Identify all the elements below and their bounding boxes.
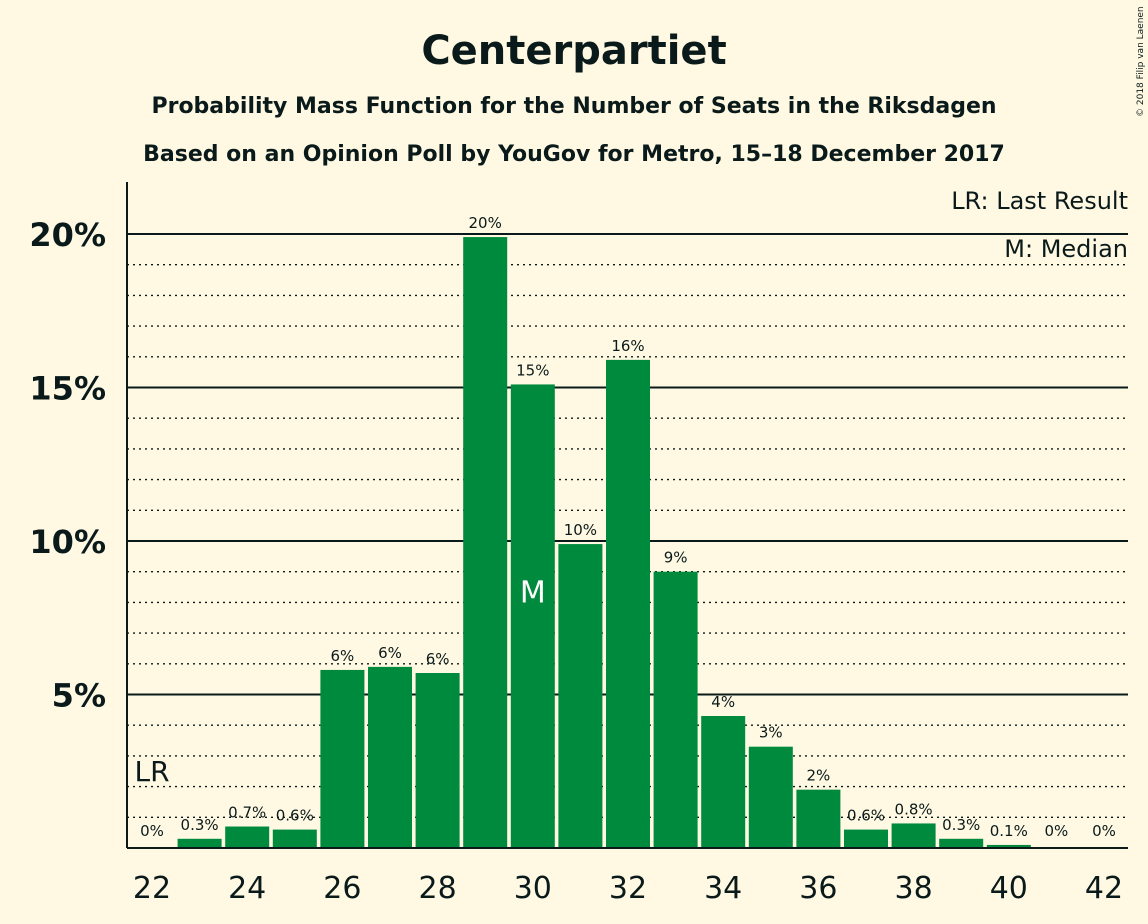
bar-label-seat-37: 0.6% bbox=[847, 807, 885, 825]
bar-label-seat-27: 6% bbox=[378, 644, 402, 662]
bar-label-seat-34: 4% bbox=[711, 693, 735, 711]
copyright-text: © 2018 Filip van Laenen bbox=[1136, 6, 1146, 117]
bar-seat-23 bbox=[177, 838, 222, 848]
bar-seat-40 bbox=[986, 844, 1031, 848]
grid-lines bbox=[127, 233, 1128, 818]
y-tick-label: 20% bbox=[29, 216, 106, 254]
chart-subtitle-poll: Based on an Opinion Poll by YouGov for M… bbox=[143, 142, 1005, 167]
legend-median: M: Median bbox=[1004, 235, 1128, 263]
bar-label-seat-33: 9% bbox=[664, 549, 688, 567]
x-tick-label: 42 bbox=[1085, 871, 1123, 906]
bar-seat-38 bbox=[891, 823, 936, 848]
x-tick-label: 40 bbox=[990, 871, 1028, 906]
bars-group bbox=[177, 237, 1031, 848]
x-tick-label: 34 bbox=[704, 871, 742, 906]
bar-label-seat-29: 20% bbox=[469, 214, 502, 232]
bar-label-seat-26: 6% bbox=[331, 647, 355, 665]
bar-label-seat-22: 0% bbox=[140, 822, 164, 840]
bar-label-seat-30: 15% bbox=[516, 361, 549, 379]
axes-group bbox=[126, 182, 1128, 849]
bar-seat-26 bbox=[320, 669, 365, 848]
y-tick-labels: 5% 10% 15% 20% bbox=[29, 216, 106, 715]
bar-seat-29 bbox=[463, 237, 508, 848]
bar-seat-37 bbox=[844, 829, 888, 848]
bar-label-seat-25: 0.6% bbox=[276, 807, 314, 825]
bar-label-seat-31: 10% bbox=[564, 521, 597, 539]
bar-seat-34 bbox=[701, 715, 746, 848]
bar-seat-36 bbox=[796, 789, 841, 848]
bar-label-seat-38: 0.8% bbox=[895, 800, 933, 818]
bar-label-seat-39: 0.3% bbox=[942, 816, 980, 834]
chart-subtitle: Probability Mass Function for the Number… bbox=[151, 94, 996, 119]
bar-label-seat-42: 0% bbox=[1092, 822, 1116, 840]
x-tick-label: 22 bbox=[133, 871, 171, 906]
bar-label-seat-24: 0.7% bbox=[228, 804, 266, 822]
x-tick-label: 30 bbox=[514, 871, 552, 906]
bar-seat-35 bbox=[748, 746, 793, 848]
bar-label-seat-41: 0% bbox=[1045, 822, 1069, 840]
bar-label-seat-23: 0.3% bbox=[181, 816, 219, 834]
y-tick-label: 15% bbox=[29, 370, 106, 408]
x-tick-label: 32 bbox=[609, 871, 647, 906]
bar-seat-24 bbox=[225, 826, 270, 848]
bar-label-seat-28: 6% bbox=[426, 650, 450, 668]
y-tick-label: 5% bbox=[52, 677, 106, 715]
bar-seat-30 bbox=[510, 384, 555, 848]
x-tick-label: 24 bbox=[228, 871, 266, 906]
x-tick-label: 26 bbox=[323, 871, 361, 906]
x-tick-label: 38 bbox=[895, 871, 933, 906]
bar-label-seat-36: 2% bbox=[807, 767, 831, 785]
bar-seat-33 bbox=[653, 571, 698, 848]
x-tick-labels: 22 24 26 28 30 32 34 36 38 40 42 bbox=[133, 871, 1123, 906]
x-tick-label: 28 bbox=[419, 871, 457, 906]
bar-label-seat-35: 3% bbox=[759, 724, 783, 742]
last-result-marker: LR bbox=[134, 755, 169, 788]
bar-seat-31 bbox=[558, 544, 603, 848]
bar-seat-27 bbox=[368, 666, 412, 848]
bar-seat-28 bbox=[415, 673, 460, 848]
median-marker: M bbox=[520, 575, 546, 610]
bar-labels-group: 0% 0.3% 0.7% 0.6% 6% 6% 6% 20% 15% 10% 16% 9% 4% 3% 2%… bbox=[140, 214, 1116, 840]
legend-last-result: LR: Last Result bbox=[951, 187, 1128, 215]
chart-title: Centerpartiet bbox=[421, 28, 726, 74]
bar-seat-25 bbox=[272, 829, 317, 848]
bar-label-seat-32: 16% bbox=[611, 337, 644, 355]
y-tick-label: 10% bbox=[29, 523, 106, 561]
x-tick-label: 36 bbox=[799, 871, 837, 906]
bar-label-seat-40: 0.1% bbox=[990, 822, 1028, 840]
bar-seat-39 bbox=[939, 838, 984, 848]
bar-seat-32 bbox=[606, 359, 650, 848]
